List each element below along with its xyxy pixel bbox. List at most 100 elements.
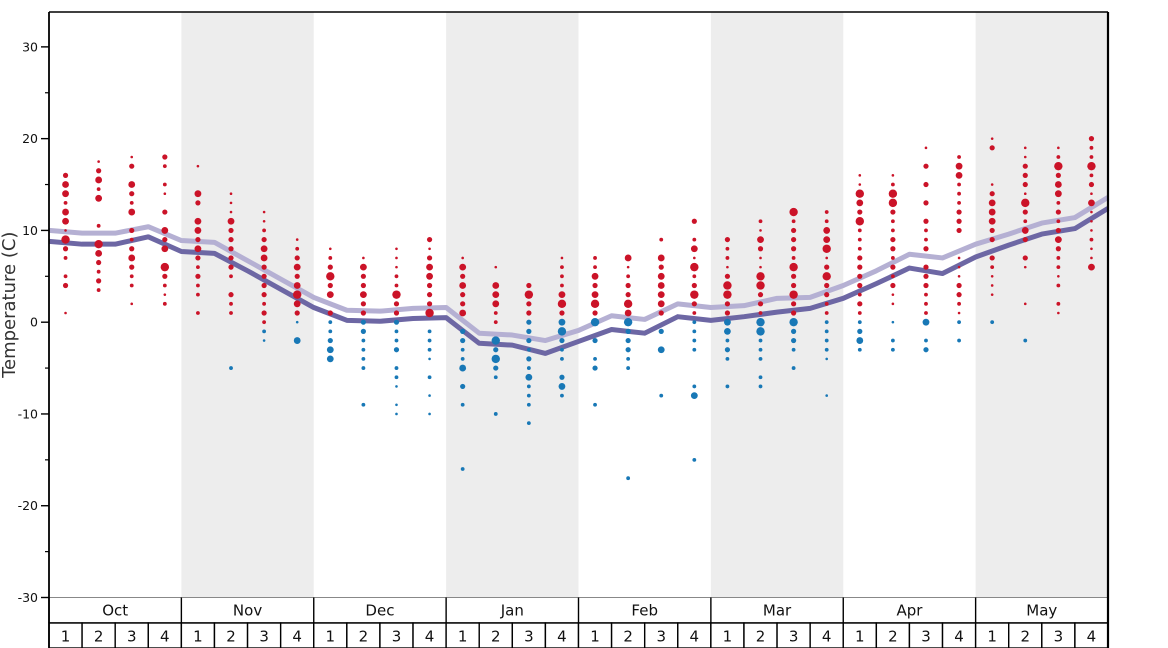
max-temp-dot [524,290,534,299]
max-temp-dot [692,274,697,279]
max-temp-dot [791,219,796,224]
min-temp-dot [361,366,366,370]
max-temp-dot [624,254,632,262]
max-temp-dot [196,283,200,288]
max-temp-dot [95,194,103,202]
max-temp-dot [957,182,961,187]
max-temp-dot [426,282,433,289]
week-number-label: 1 [458,628,468,646]
max-temp-dot [757,236,764,243]
max-temp-dot [692,237,697,242]
min-temp-dot [460,402,465,407]
max-temp-dot [725,246,730,251]
max-temp-dot [96,278,102,284]
max-temp-dot [988,208,996,216]
max-temp-dot [858,174,862,177]
max-temp-dot [393,301,400,307]
week-number-label: 4 [822,628,832,646]
max-temp-dot [856,199,864,207]
max-temp-dot [857,282,863,289]
max-temp-dot [758,311,763,315]
max-temp-dot [658,264,664,270]
min-temp-dot [491,354,500,364]
week-number-label: 4 [557,628,567,646]
max-temp-dot [262,228,267,233]
max-temp-dot [1089,155,1094,159]
max-temp-dot [891,302,895,306]
min-temp-dot [625,328,631,334]
min-temp-dot [593,402,597,407]
min-temp-dot [460,356,465,361]
max-temp-dot [395,265,398,269]
min-temp-dot [427,329,432,334]
week-number-label: 2 [1020,628,1030,646]
max-temp-dot [360,282,366,289]
max-temp-dot [426,301,433,307]
max-temp-dot [822,244,831,253]
min-temp-dot [923,347,929,353]
min-temp-dot [262,329,267,334]
max-temp-dot [791,273,797,279]
max-temp-dot [723,290,732,299]
min-temp-dot [758,347,763,352]
max-temp-dot [857,246,862,251]
min-temp-dot [857,320,862,325]
month-band-jan [446,12,579,598]
min-temp-dot [626,366,631,370]
max-temp-dot [360,301,366,307]
max-temp-dot [690,262,699,272]
max-temp-dot [327,264,333,270]
max-temp-dot [194,245,202,253]
max-temp-dot [63,274,68,279]
max-temp-dot [724,301,731,307]
min-temp-dot [460,383,466,390]
min-temp-dot [427,338,432,343]
week-cell [346,622,381,648]
max-temp-dot [96,288,101,292]
max-temp-dot [691,218,697,224]
min-temp-dot [626,356,631,361]
max-temp-dot [229,274,233,279]
max-temp-dot [858,183,862,186]
max-temp-dot [891,174,895,177]
max-temp-dot [1055,209,1061,215]
max-temp-dot [559,310,565,316]
min-temp-dot [725,384,730,389]
max-temp-dot [394,283,399,288]
max-temp-dot [1021,227,1029,234]
min-temp-dot [262,339,266,342]
max-temp-dot [592,310,598,316]
max-temp-dot [129,227,135,234]
max-temp-dot [459,263,467,271]
max-temp-dot [857,228,862,233]
max-temp-dot [428,247,431,251]
max-temp-dot [1023,302,1027,306]
max-temp-dot [262,301,267,306]
max-temp-dot [924,146,928,150]
max-temp-dot [923,181,929,188]
max-temp-dot [162,273,168,279]
min-temp-dot [526,356,532,362]
min-temp-dot [692,347,697,352]
week-cell [114,622,149,648]
week-cell [710,622,745,648]
max-temp-dot [96,259,102,266]
week-number-label: 2 [756,628,766,646]
max-temp-dot [162,209,168,215]
min-temp-dot [590,317,600,327]
max-temp-dot [160,262,170,272]
max-temp-dot [957,275,961,278]
max-temp-dot [624,309,632,317]
max-temp-dot [824,311,829,315]
max-temp-dot [825,256,829,260]
max-temp-dot [923,264,929,270]
max-temp-dot [63,200,68,205]
min-temp-dot [526,421,531,426]
min-temp-dot [394,338,399,343]
max-temp-dot [855,189,864,198]
month-label-feb: Feb [631,602,658,620]
max-temp-dot [890,282,896,289]
max-temp-dot [759,256,762,260]
max-temp-dot [294,273,300,279]
max-temp-dot [328,247,332,251]
